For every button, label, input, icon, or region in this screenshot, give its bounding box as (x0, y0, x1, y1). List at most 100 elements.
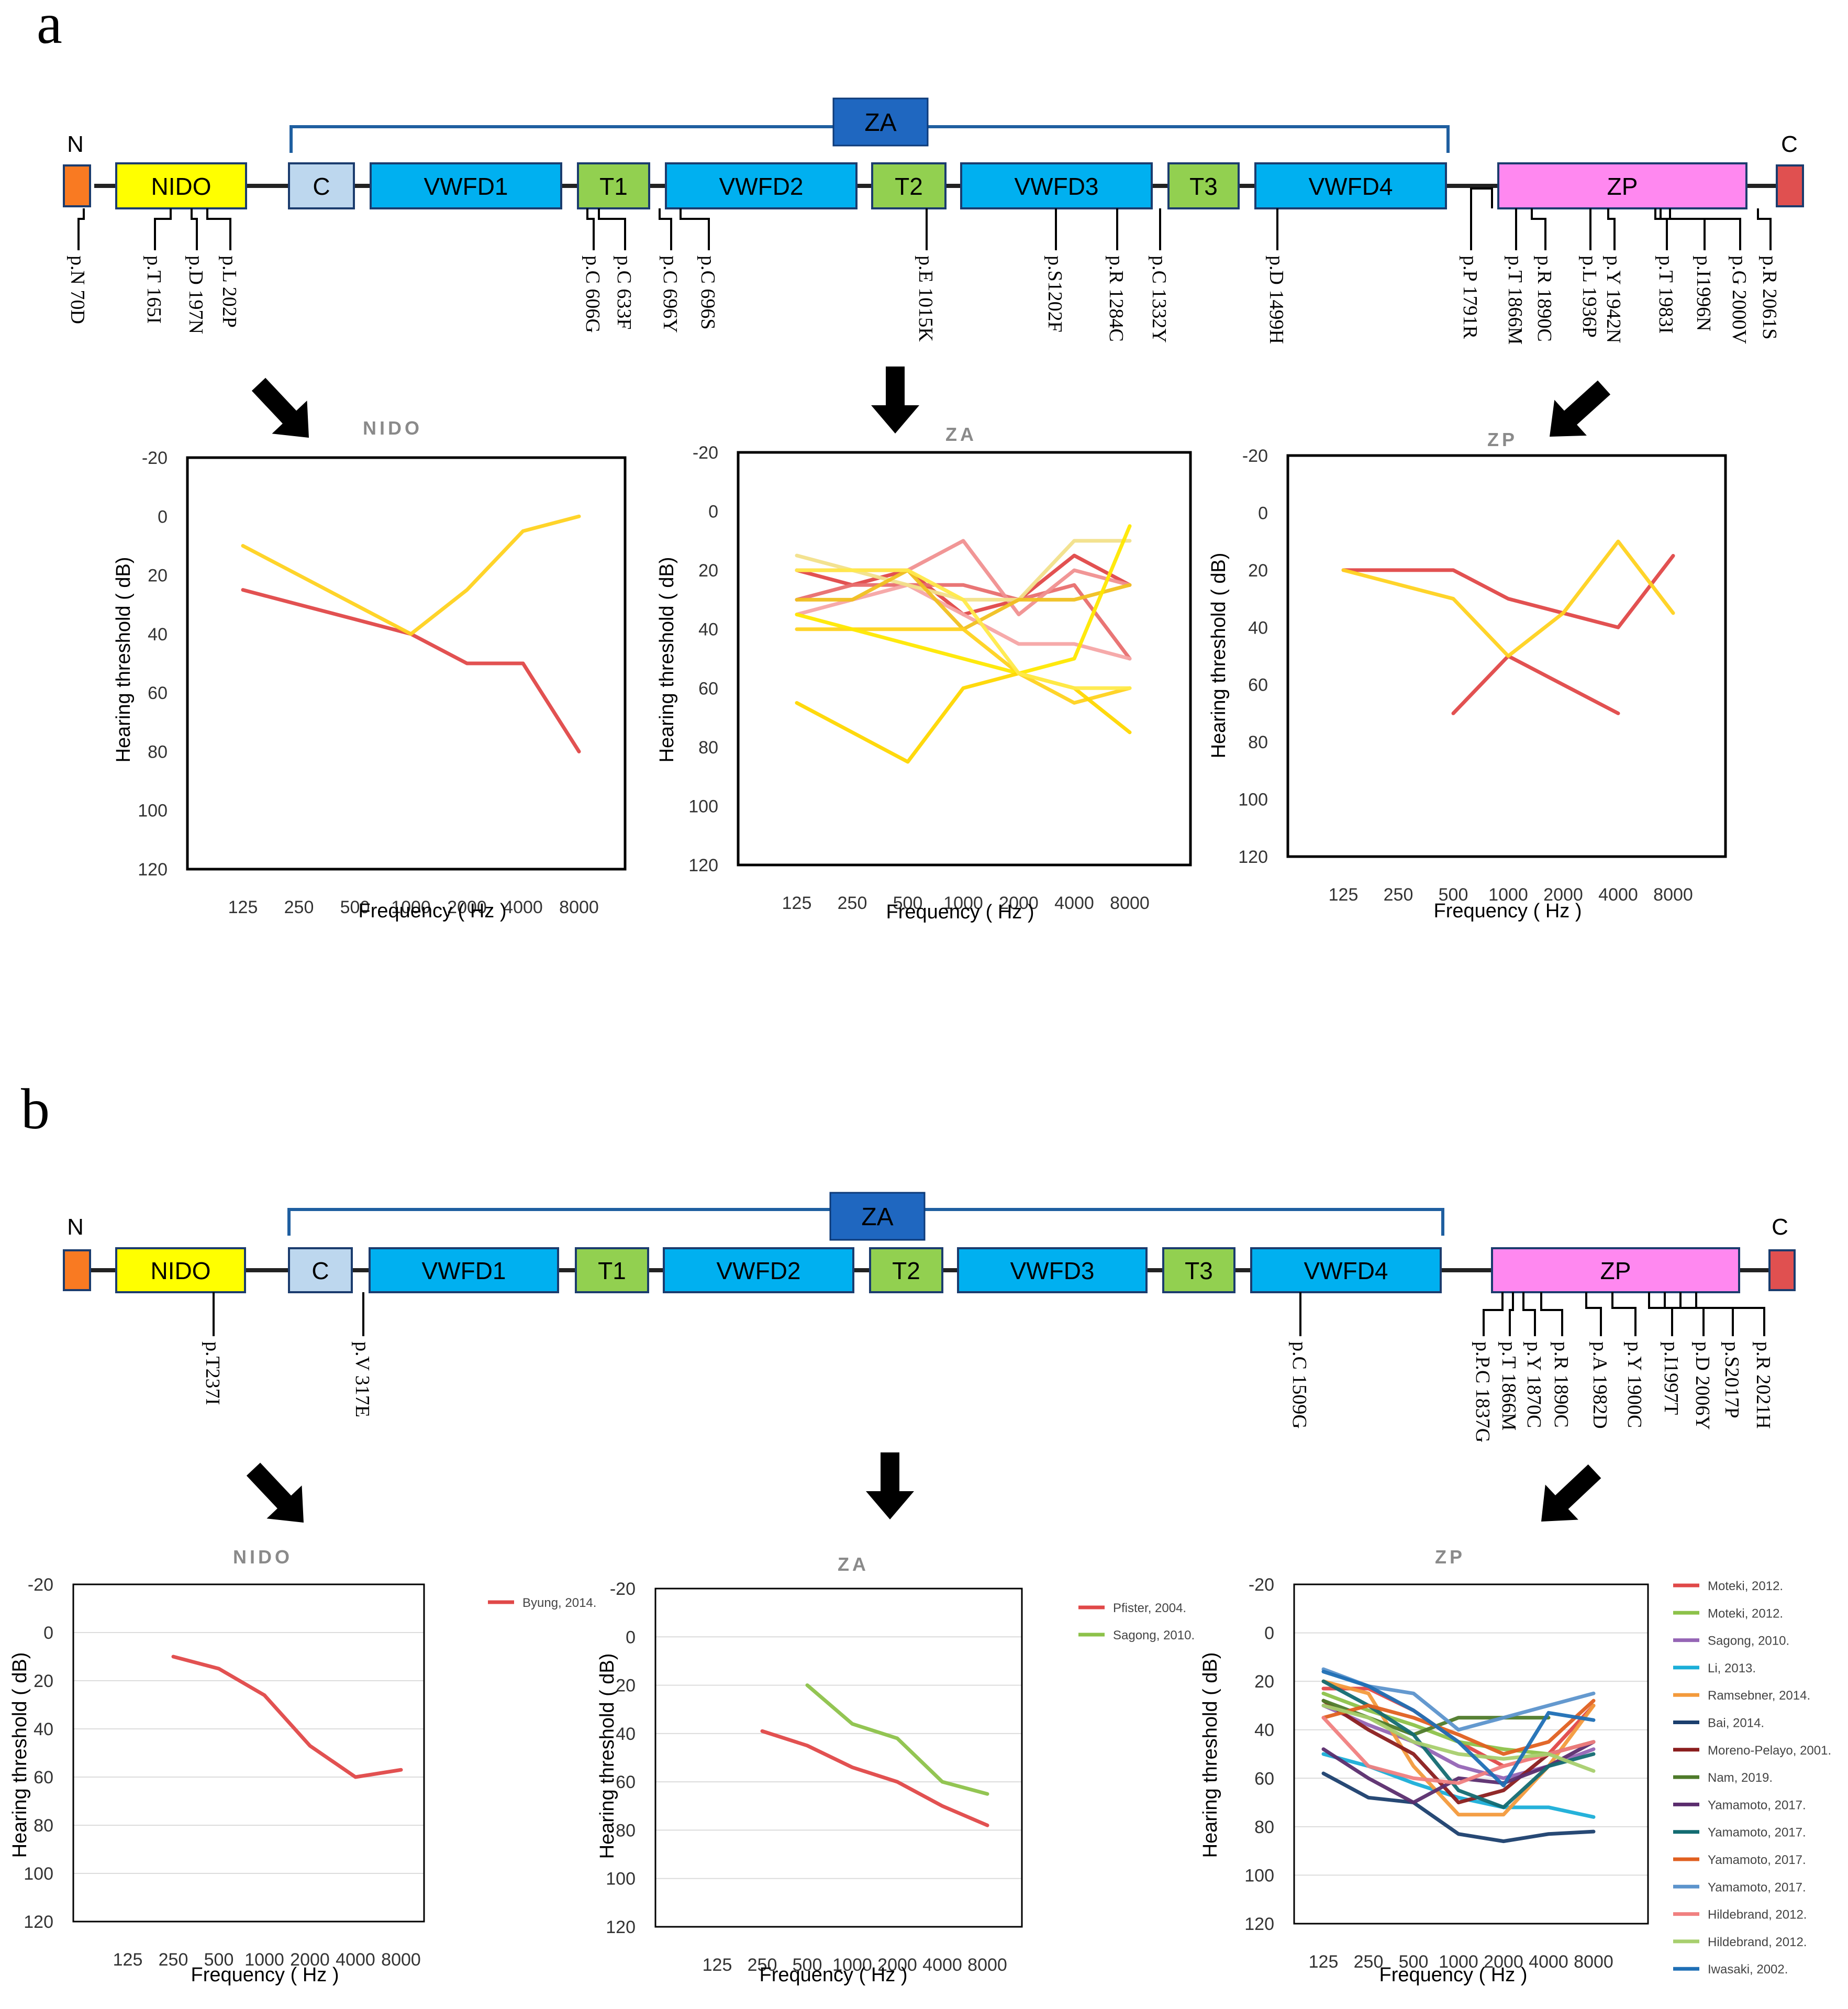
y-tick-label: 60 (616, 1772, 636, 1792)
series-line (795, 583, 1132, 661)
domain-label-t2: T2 (892, 1257, 920, 1284)
mutation-leader (1470, 187, 1493, 250)
domain-vwfd4 (1250, 1247, 1442, 1293)
series-line (1341, 554, 1675, 629)
domain-label-vwfd3: VWFD3 (1015, 173, 1099, 200)
domain-vwfd1 (370, 162, 562, 209)
mutation-label: p.E 1015K (915, 256, 937, 342)
mutation-leader (206, 208, 231, 250)
x-tick-label: 250 (159, 1950, 188, 1970)
y-tick-label: 100 (606, 1869, 636, 1889)
x-axis-label: Frequency ( Hz ) (191, 1964, 339, 1986)
mutation-label: p.P 1791R (1459, 256, 1481, 339)
domain-label-c: C (311, 1257, 329, 1284)
y-tick-label: 120 (1238, 847, 1268, 867)
za-box (829, 1192, 926, 1241)
legend-label: Moteki, 2012. (1708, 1606, 1783, 1620)
domain-vwfd3 (957, 1247, 1148, 1293)
series-line (795, 568, 1132, 690)
y-tick-label: 60 (148, 683, 168, 703)
legend-label: Moreno-Pelayo, 2001. (1708, 1744, 1831, 1758)
y-tick-label: 60 (698, 679, 718, 698)
za-box (832, 97, 929, 147)
x-tick-label: 250 (1384, 885, 1413, 905)
plot-frame (1293, 1583, 1649, 1925)
y-tick-label: 120 (1244, 1914, 1274, 1934)
y-tick-label: 80 (148, 742, 168, 762)
za-label: ZA (861, 1203, 893, 1231)
x-axis-label: Frequency ( Hz ) (1434, 900, 1582, 922)
y-tick-label: 20 (1254, 1672, 1274, 1692)
legend-label: Bai, 2014. (1708, 1716, 1764, 1730)
mutation-leader (1664, 1292, 1705, 1336)
y-tick-label: 100 (1244, 1866, 1274, 1885)
domain-vwfd4 (1254, 162, 1447, 209)
x-tick-label: 250 (748, 1955, 777, 1975)
mutation-label: p.T 165I (143, 256, 165, 324)
mutation-leader (1695, 1292, 1765, 1336)
x-tick-label: 8000 (1110, 893, 1150, 913)
plot-frame (737, 451, 1192, 867)
x-tick-label: 1000 (244, 1950, 284, 1970)
mutation-label: p.C 1332Y (1148, 256, 1170, 343)
y-tick-label: 100 (1238, 790, 1268, 810)
series-line (1321, 1703, 1596, 1773)
chart-title: ZA (838, 1553, 869, 1575)
mutation-leader (680, 208, 710, 250)
mutation-leader (1648, 1292, 1673, 1336)
mutation-label: p.L 1936P (1578, 256, 1600, 338)
x-tick-label: 1000 (943, 893, 983, 913)
y-tick-label: 80 (616, 1821, 636, 1840)
y-axis-label: Hearing threshold ( dB) (656, 557, 678, 763)
terminus-n: N (67, 131, 84, 157)
legend-label: Yamamoto, 2017. (1708, 1798, 1806, 1812)
arrow (866, 1452, 914, 1519)
y-tick-label: 0 (626, 1627, 636, 1647)
mutation-label: p.R 1284C (1105, 256, 1127, 342)
arrow (1541, 1464, 1601, 1522)
mutation-leader (659, 208, 672, 250)
domain-label-zp: ZP (1600, 1257, 1631, 1284)
legend-label: Yamamoto, 2017. (1708, 1826, 1806, 1840)
x-tick-label: 2000 (1484, 1952, 1523, 1972)
y-tick-label: 60 (1254, 1769, 1274, 1789)
y-tick-label: 0 (708, 502, 718, 522)
x-tick-label: 4000 (1054, 893, 1094, 913)
chart-title: NIDO (363, 417, 422, 439)
domain-t3 (1162, 1247, 1235, 1293)
x-tick-label: 1000 (1488, 885, 1528, 905)
plot-frame (72, 1583, 425, 1923)
y-tick-label: -20 (1249, 1575, 1274, 1595)
chart-title: ZP (1435, 1546, 1465, 1568)
x-tick-label: 2000 (290, 1950, 330, 1970)
y-axis-label: Hearing threshold ( dB) (1208, 553, 1230, 759)
domain-nterm (63, 164, 91, 207)
x-tick-label: 500 (1439, 885, 1468, 905)
domain-label-t3: T3 (1185, 1257, 1213, 1284)
domain-t2 (869, 1247, 943, 1293)
domain-cterm (1768, 1249, 1796, 1291)
terminus-c: C (1772, 1214, 1788, 1240)
series-line (760, 1729, 989, 1827)
domain-label-vwfd2: VWFD2 (717, 1257, 801, 1284)
mutation-label: p.D 1499H (1265, 256, 1287, 344)
x-tick-label: 250 (838, 893, 867, 913)
legend-label: Yamamoto, 2017. (1708, 1853, 1806, 1867)
mutation-label: p.P.C 1837G (1472, 1341, 1494, 1442)
mutation-leader (1757, 208, 1772, 250)
y-tick-label: 120 (138, 860, 168, 880)
y-tick-label: 20 (148, 566, 168, 586)
mutation-leader (77, 208, 85, 250)
mutation-label: p.Y 1942N (1602, 256, 1624, 343)
y-tick-label: 40 (616, 1724, 636, 1744)
legend-label: Nam, 2019. (1708, 1771, 1773, 1785)
mutation-leader (586, 208, 595, 250)
chart-b-zp: -20 0 20 40 60 80 100 120 125 250 500 1000 2000 4000 8… (1199, 1546, 1831, 1986)
x-tick-label: 4000 (1529, 1952, 1568, 1972)
domain-label-nido: NIDO (151, 173, 211, 200)
x-tick-label: 125 (703, 1955, 732, 1975)
x-tick-label: 1000 (1439, 1952, 1478, 1972)
y-tick-label: 120 (24, 1912, 53, 1932)
y-tick-label: 20 (616, 1676, 636, 1696)
